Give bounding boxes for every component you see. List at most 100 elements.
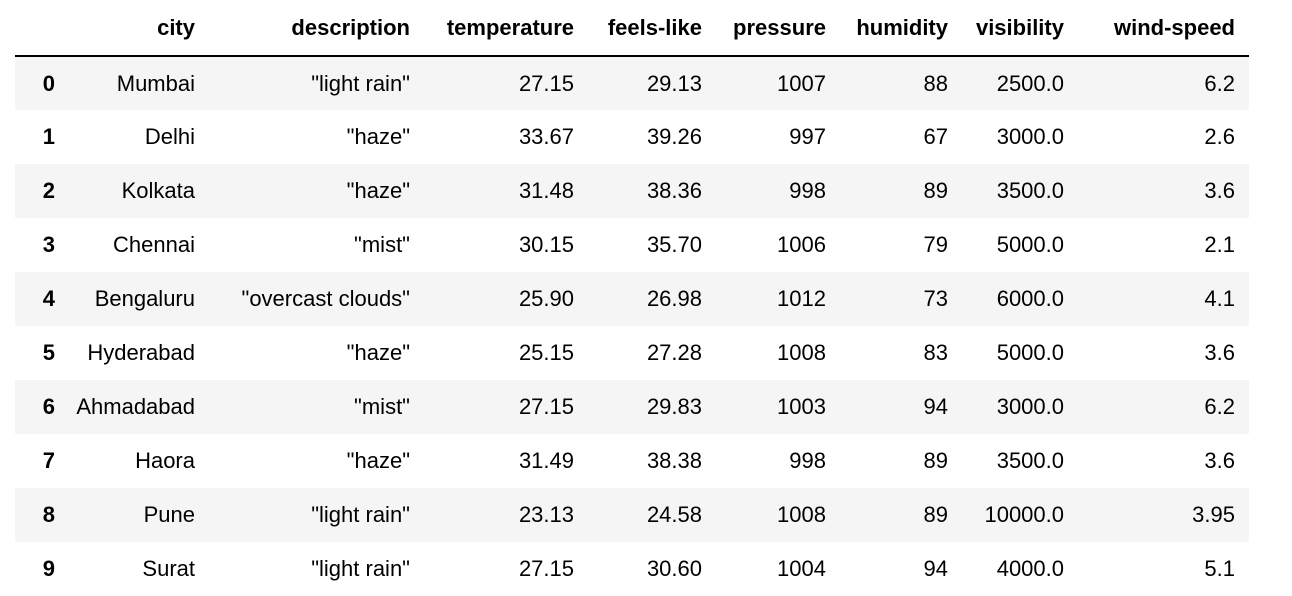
cell-city: Kolkata — [121, 178, 195, 203]
header-index — [15, 0, 55, 57]
cell-temperature: 25.90 — [518, 286, 574, 311]
cell-city: Surat — [142, 556, 195, 581]
cell-pressure: 998 — [789, 178, 826, 203]
row-index: 7 — [42, 448, 55, 473]
cell-wind-speed: 3.6 — [1204, 340, 1235, 365]
cell-feels-like: 38.38 — [646, 448, 702, 473]
row-index: 6 — [42, 394, 55, 419]
cell-temperature: 27.15 — [518, 394, 574, 419]
cell-pressure: 1008 — [777, 502, 826, 527]
cell-wind-speed: 2.6 — [1204, 124, 1235, 149]
cell-city: Chennai — [113, 232, 195, 257]
cell-wind-speed: 6.2 — [1204, 70, 1235, 96]
cell-humidity: 89 — [923, 178, 948, 203]
cell-wind-speed: 3.95 — [1192, 502, 1235, 527]
header-temperature: temperature — [410, 0, 574, 57]
cell-feels-like: 39.26 — [646, 124, 702, 149]
table-row: 2 Kolkata "haze" 31.48 38.36 998 89 3500… — [15, 164, 1249, 218]
cell-humidity: 88 — [923, 70, 948, 96]
cell-temperature: 27.15 — [518, 556, 574, 581]
cell-visibility: 4000.0 — [996, 556, 1064, 581]
cell-visibility: 2500.0 — [996, 70, 1064, 96]
table-body: 0 Mumbai "light rain" 27.15 29.13 1007 8… — [15, 56, 1249, 596]
row-index: 4 — [42, 286, 55, 311]
row-index: 5 — [42, 340, 55, 365]
dataframe-table: city description temperature feels-like … — [15, 0, 1249, 596]
cell-visibility: 5000.0 — [996, 232, 1064, 257]
cell-temperature: 31.48 — [518, 178, 574, 203]
cell-feels-like: 24.58 — [646, 502, 702, 527]
cell-city: Hyderabad — [87, 340, 195, 365]
cell-humidity: 79 — [923, 232, 948, 257]
table-row: 7 Haora "haze" 31.49 38.38 998 89 3500.0… — [15, 434, 1249, 488]
dataframe-output: city description temperature feels-like … — [15, 0, 1249, 596]
cell-humidity: 94 — [923, 556, 948, 581]
cell-feels-like: 27.28 — [646, 340, 702, 365]
cell-feels-like: 26.98 — [646, 286, 702, 311]
cell-temperature: 31.49 — [518, 448, 574, 473]
cell-pressure: 1008 — [777, 340, 826, 365]
cell-wind-speed: 5.1 — [1204, 556, 1235, 581]
row-index: 9 — [42, 556, 55, 581]
cell-humidity: 89 — [923, 448, 948, 473]
cell-description: "mist" — [354, 232, 410, 257]
cell-wind-speed: 4.1 — [1204, 286, 1235, 311]
cell-pressure: 997 — [789, 124, 826, 149]
table-row: 8 Pune "light rain" 23.13 24.58 1008 89 … — [15, 488, 1249, 542]
table-row: 3 Chennai "mist" 30.15 35.70 1006 79 500… — [15, 218, 1249, 272]
cell-feels-like: 38.36 — [646, 178, 702, 203]
table-header: city description temperature feels-like … — [15, 0, 1249, 57]
cell-wind-speed: 6.2 — [1204, 394, 1235, 419]
cell-pressure: 1012 — [777, 286, 826, 311]
table-row: 6 Ahmadabad "mist" 27.15 29.83 1003 94 3… — [15, 380, 1249, 434]
cell-description: "haze" — [346, 178, 410, 203]
cell-description: "mist" — [354, 394, 410, 419]
cell-city: Ahmadabad — [76, 394, 195, 419]
row-index: 8 — [42, 502, 55, 527]
table-row: 1 Delhi "haze" 33.67 39.26 997 67 3000.0… — [15, 110, 1249, 164]
cell-description: "haze" — [346, 340, 410, 365]
cell-description: "light rain" — [311, 556, 410, 581]
cell-pressure: 998 — [789, 448, 826, 473]
cell-humidity: 94 — [923, 394, 948, 419]
table-row: 5 Hyderabad "haze" 25.15 27.28 1008 83 5… — [15, 326, 1249, 380]
cell-temperature: 33.67 — [518, 124, 574, 149]
header-feels-like: feels-like — [574, 0, 702, 57]
cell-description: "light rain" — [311, 502, 410, 527]
cell-temperature: 25.15 — [518, 340, 574, 365]
cell-temperature: 30.15 — [518, 232, 574, 257]
cell-visibility: 6000.0 — [996, 286, 1064, 311]
cell-visibility: 3500.0 — [996, 448, 1064, 473]
cell-city: Pune — [143, 502, 195, 527]
cell-humidity: 73 — [923, 286, 948, 311]
cell-feels-like: 29.13 — [646, 70, 702, 96]
table-row: 9 Surat "light rain" 27.15 30.60 1004 94… — [15, 542, 1249, 596]
cell-temperature: 27.15 — [518, 70, 574, 96]
cell-description: "overcast clouds" — [241, 286, 410, 311]
cell-wind-speed: 3.6 — [1204, 178, 1235, 203]
header-humidity: humidity — [826, 0, 948, 57]
cell-pressure: 1004 — [777, 556, 826, 581]
row-index: 1 — [42, 124, 55, 149]
cell-visibility: 3500.0 — [996, 178, 1064, 203]
cell-feels-like: 30.60 — [646, 556, 702, 581]
cell-city: Bengaluru — [94, 286, 195, 311]
cell-city: Haora — [135, 448, 195, 473]
cell-description: "haze" — [346, 124, 410, 149]
cell-humidity: 83 — [923, 340, 948, 365]
header-pressure: pressure — [702, 0, 826, 57]
cell-temperature: 23.13 — [518, 502, 574, 527]
header-visibility: visibility — [948, 0, 1064, 57]
cell-pressure: 1007 — [777, 70, 826, 96]
cell-description: "haze" — [346, 448, 410, 473]
cell-city: Delhi — [144, 124, 195, 149]
row-index: 3 — [42, 232, 55, 257]
cell-city: Mumbai — [116, 70, 195, 96]
cell-pressure: 1003 — [777, 394, 826, 419]
cell-humidity: 67 — [923, 124, 948, 149]
header-wind-speed: wind-speed — [1064, 0, 1249, 57]
cell-pressure: 1006 — [777, 232, 826, 257]
cell-feels-like: 29.83 — [646, 394, 702, 419]
header-description: description — [195, 0, 410, 57]
table-row: 0 Mumbai "light rain" 27.15 29.13 1007 8… — [15, 56, 1249, 110]
